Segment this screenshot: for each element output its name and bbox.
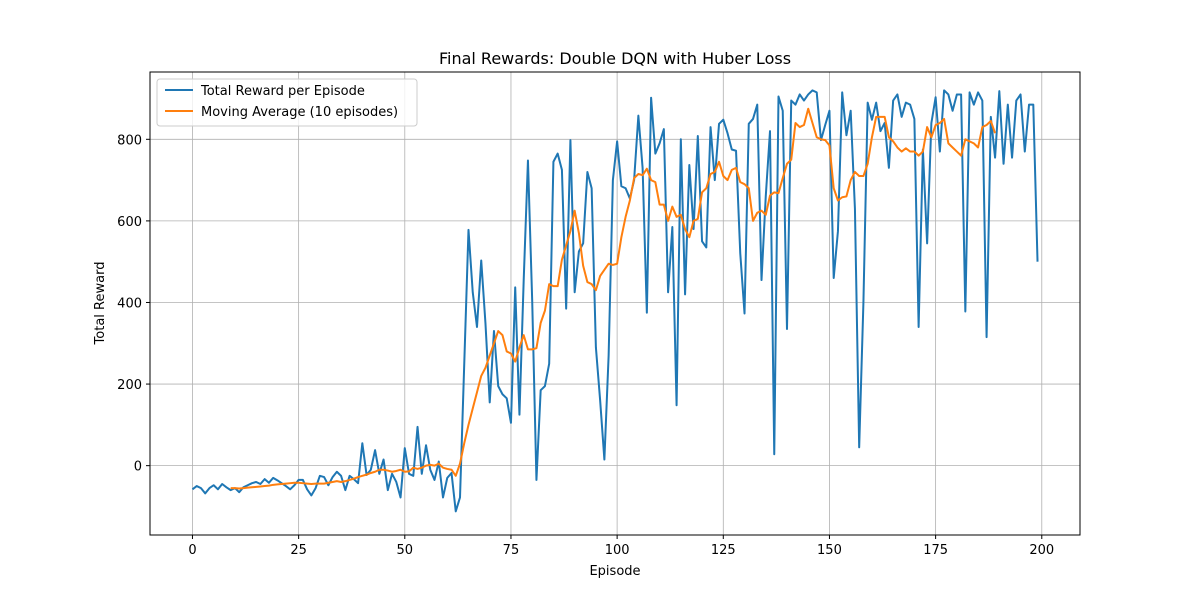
x-tick-label: 125 [711,543,736,558]
y-axis-ticks: 0 200 400 600 800 [117,133,150,475]
x-gridlines [192,72,1043,535]
plot-frame [149,71,1081,536]
y-tick-label: 200 [117,378,142,393]
y-tick-label: 800 [117,133,142,148]
x-axis-label: Episode [589,564,640,579]
x-tick-label: 25 [290,543,307,558]
x-tick-label: 0 [188,543,196,558]
y-tick-label: 600 [117,215,142,230]
x-tick-label: 175 [923,543,948,558]
y-gridlines [150,138,1080,467]
legend: Total Reward per Episode Moving Average … [156,78,418,127]
x-tick-label: 50 [397,543,414,558]
legend-box [156,78,418,127]
x-axis-ticks: 0 25 50 75 100 125 150 175 200 [188,535,1054,558]
y-tick-label: 400 [117,296,142,311]
legend-label-moving-average: Moving Average (10 episodes) [201,105,398,120]
legend-label-total-reward: Total Reward per Episode [200,84,365,99]
x-tick-label: 200 [1029,543,1054,558]
chart-title: Final Rewards: Double DQN with Huber Los… [439,49,791,68]
y-tick-label: 0 [134,460,142,475]
series-layer [191,89,1039,513]
series-line-total-reward [191,89,1039,513]
y-axis-label: Total Reward [93,262,108,346]
series-line-moving-average [230,107,997,490]
x-tick-label: 100 [605,543,630,558]
x-tick-label: 75 [503,543,520,558]
x-tick-label: 150 [817,543,842,558]
